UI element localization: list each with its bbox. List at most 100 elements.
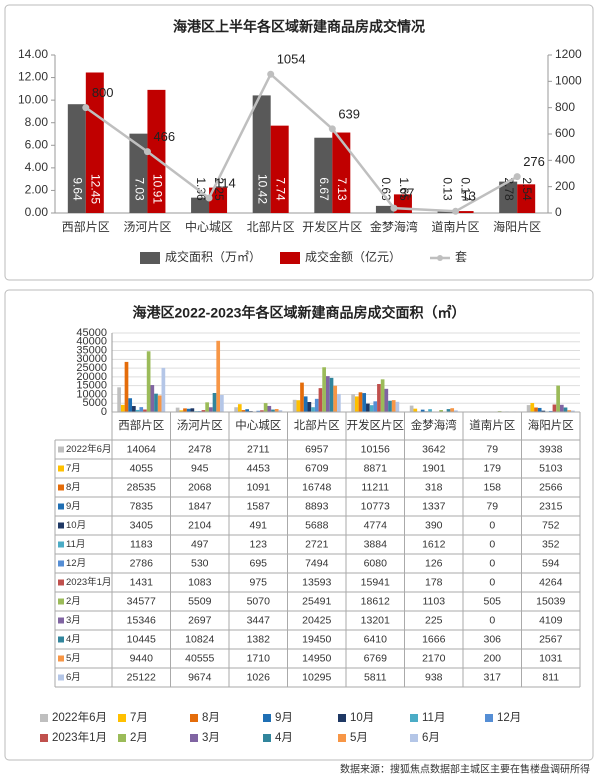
table-cell: 3884 — [364, 538, 388, 550]
bar — [260, 410, 264, 412]
table-cell: 2478 — [188, 443, 212, 455]
line-point — [143, 148, 151, 156]
line — [85, 72, 518, 213]
table-row-label: 3月 — [66, 615, 81, 626]
table-cell: 306 — [483, 633, 501, 645]
table-cell: 7835 — [130, 500, 154, 512]
table-row-label: 6月 — [66, 672, 81, 683]
bar — [384, 388, 389, 412]
table-cell: 3447 — [247, 614, 271, 626]
bar — [186, 408, 191, 412]
y-tick-label: 10000 — [76, 388, 107, 400]
table-header: 道南片区 — [469, 418, 515, 432]
table-cell: 2721 — [305, 538, 329, 550]
legend-swatch — [190, 714, 198, 722]
bar — [147, 89, 166, 213]
table-cell: 9440 — [130, 652, 154, 664]
y2-tick-label: 800 — [555, 100, 575, 114]
table-cell: 225 — [425, 614, 443, 626]
table-cell: 945 — [191, 462, 209, 474]
source-note: 数据来源：搜狐焦点数据部主城区主要在售楼盘调研所得 — [340, 763, 590, 776]
table-cell: 10824 — [185, 633, 214, 645]
x-tick-label: 中心城区 — [185, 219, 233, 234]
bar — [256, 410, 261, 412]
table-cell: 5509 — [188, 595, 212, 607]
bar-value-label: 1.65 — [397, 177, 411, 201]
table-cell: 11211 — [361, 481, 389, 493]
bar — [517, 184, 536, 213]
table-cell: 5811 — [364, 671, 387, 683]
bar — [292, 399, 297, 412]
bar — [241, 410, 246, 412]
table-cell: 200 — [483, 652, 501, 664]
table-cell: 4055 — [130, 462, 154, 474]
legend-swatch — [410, 714, 418, 722]
table-cell: 1901 — [422, 462, 446, 474]
legend-swatch — [410, 734, 418, 742]
table-cell: 497 — [191, 538, 209, 550]
table-row-label: 2月 — [66, 596, 81, 607]
table-cell: 6080 — [364, 557, 388, 569]
table-cell: 1431 — [130, 576, 154, 588]
y-tick-label: 0.00 — [25, 205, 49, 219]
legend-swatch — [118, 734, 126, 742]
table-row-swatch — [58, 636, 64, 643]
table-cell: 530 — [191, 557, 209, 569]
y2-tick-label: 0 — [555, 205, 562, 219]
bar — [351, 394, 355, 412]
table-cell: 505 — [483, 595, 501, 607]
bar — [439, 410, 443, 412]
table-row-swatch — [58, 446, 64, 453]
x-tick-label: 道南片区 — [432, 219, 480, 234]
table-cell: 13201 — [361, 614, 390, 626]
x-tick-label: 汤河片区 — [123, 220, 171, 234]
bar — [571, 410, 575, 412]
bar — [120, 404, 125, 412]
bar — [455, 211, 474, 213]
bar — [270, 125, 289, 213]
bar — [209, 187, 228, 213]
table-cell: 352 — [542, 538, 560, 550]
table-cell: 5688 — [305, 519, 329, 531]
table-cell: 390 — [425, 519, 443, 531]
bar — [179, 410, 184, 412]
bar — [220, 395, 224, 412]
table-cell: 16748 — [302, 481, 331, 493]
bar — [139, 407, 144, 412]
bar — [530, 403, 535, 412]
table-cell: 8893 — [305, 500, 329, 512]
bar-value-label: 10.91 — [150, 174, 164, 204]
x-tick-label: 北部片区 — [247, 219, 295, 234]
table-cell: 317 — [483, 671, 501, 683]
bar-value-label: 6.67 — [317, 177, 331, 201]
bar — [129, 133, 148, 213]
table-cell: 9674 — [188, 671, 212, 683]
bar — [420, 409, 425, 412]
table-cell: 1612 — [422, 538, 446, 550]
bar — [85, 72, 104, 213]
bar — [190, 408, 195, 412]
table-cell: 2104 — [188, 519, 212, 531]
bar — [201, 410, 206, 412]
bar — [552, 404, 557, 412]
point-value-label: 1054 — [277, 52, 306, 67]
line-point — [390, 204, 398, 212]
table-cell: 6410 — [364, 633, 388, 645]
line-point — [452, 207, 460, 215]
legend-swatch — [263, 734, 271, 742]
bar — [325, 376, 330, 412]
chart-title: 海港区2022-2023年各区域新建商品房成交面积（㎡） — [133, 305, 466, 321]
table-cell: 3938 — [539, 443, 563, 455]
table-row-label: 4月 — [66, 634, 81, 645]
table-cell: 3405 — [130, 519, 154, 531]
table-cell: 15941 — [361, 576, 390, 588]
bar — [499, 181, 518, 213]
bar — [534, 407, 538, 412]
bar — [143, 409, 147, 412]
y-tick-label: 45000 — [76, 327, 107, 339]
y2-tick-label: 400 — [555, 153, 575, 167]
point-value-label: 37 — [400, 186, 414, 201]
legend-label: 12月 — [497, 712, 521, 724]
bar-value-label: 10.42 — [256, 174, 270, 204]
bar — [307, 402, 312, 412]
